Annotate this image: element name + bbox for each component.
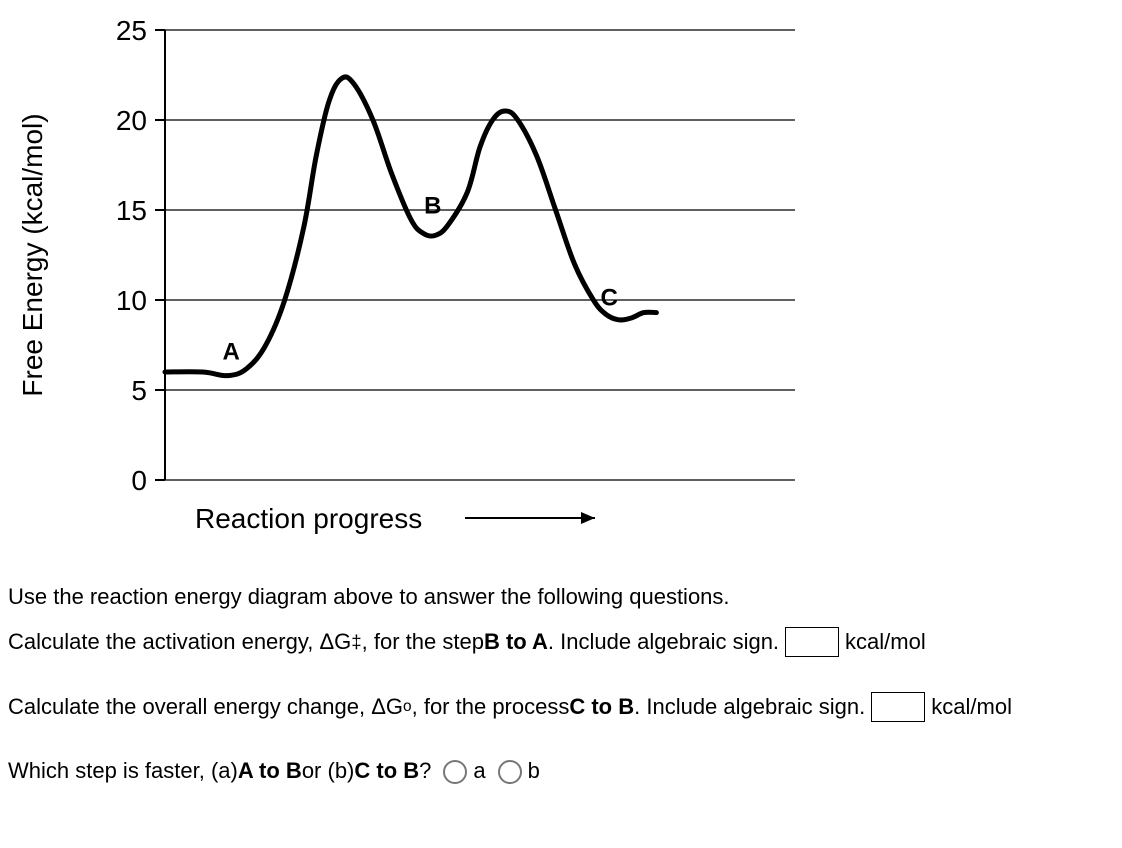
q2-sup: o bbox=[403, 696, 412, 718]
svg-text:5: 5 bbox=[131, 375, 147, 406]
q1-bold: B to A bbox=[484, 627, 548, 658]
question-3: Which step is faster, (a) A to B or (b) … bbox=[8, 756, 1108, 787]
q3-post: ? bbox=[419, 756, 431, 787]
opt-a-label: a bbox=[473, 756, 485, 787]
q1-answer-input[interactable] bbox=[785, 627, 839, 657]
radio-a[interactable] bbox=[443, 760, 467, 784]
q3-bold-a: A to B bbox=[238, 756, 302, 787]
q2-pre: Calculate the overall energy change, ΔG bbox=[8, 692, 403, 723]
radio-b[interactable] bbox=[498, 760, 522, 784]
q3-bold-b: C to B bbox=[354, 756, 419, 787]
q1-post: . Include algebraic sign. bbox=[548, 627, 779, 658]
svg-text:15: 15 bbox=[116, 195, 147, 226]
svg-text:A: A bbox=[222, 338, 239, 365]
intro-label: Use the reaction energy diagram above to… bbox=[8, 582, 730, 613]
q1-pre: Calculate the activation energy, ΔG bbox=[8, 627, 351, 658]
svg-text:B: B bbox=[424, 193, 441, 220]
q2-answer-input[interactable] bbox=[871, 692, 925, 722]
svg-text:C: C bbox=[600, 284, 617, 311]
q1-mid: , for the step bbox=[362, 627, 484, 658]
q2-mid: , for the process bbox=[412, 692, 570, 723]
question-1: Calculate the activation energy, ΔG ‡ , … bbox=[8, 627, 1108, 658]
opt-b-label: b bbox=[528, 756, 540, 787]
svg-text:20: 20 bbox=[116, 105, 147, 136]
svg-text:10: 10 bbox=[116, 285, 147, 316]
q2-bold: C to B bbox=[569, 692, 634, 723]
svg-text:Free Energy (kcal/mol): Free Energy (kcal/mol) bbox=[17, 113, 48, 396]
svg-text:0: 0 bbox=[131, 465, 147, 496]
svg-text:25: 25 bbox=[116, 15, 147, 46]
svg-text:Reaction progress: Reaction progress bbox=[195, 503, 422, 534]
q1-unit: kcal/mol bbox=[845, 627, 926, 658]
question-2: Calculate the overall energy change, ΔG … bbox=[8, 692, 1108, 723]
intro-text: Use the reaction energy diagram above to… bbox=[8, 582, 1108, 613]
energy-diagram-chart: 0 5 10 15 20 25 Free Energy (kcal/mol) Reaction… bbox=[0, 0, 840, 560]
q1-sup: ‡ bbox=[351, 629, 361, 655]
q3-pre: Which step is faster, (a) bbox=[8, 756, 238, 787]
q3-mid: or (b) bbox=[302, 756, 355, 787]
q2-unit: kcal/mol bbox=[931, 692, 1012, 723]
question-block: Use the reaction energy diagram above to… bbox=[8, 568, 1108, 787]
q2-post: . Include algebraic sign. bbox=[634, 692, 865, 723]
